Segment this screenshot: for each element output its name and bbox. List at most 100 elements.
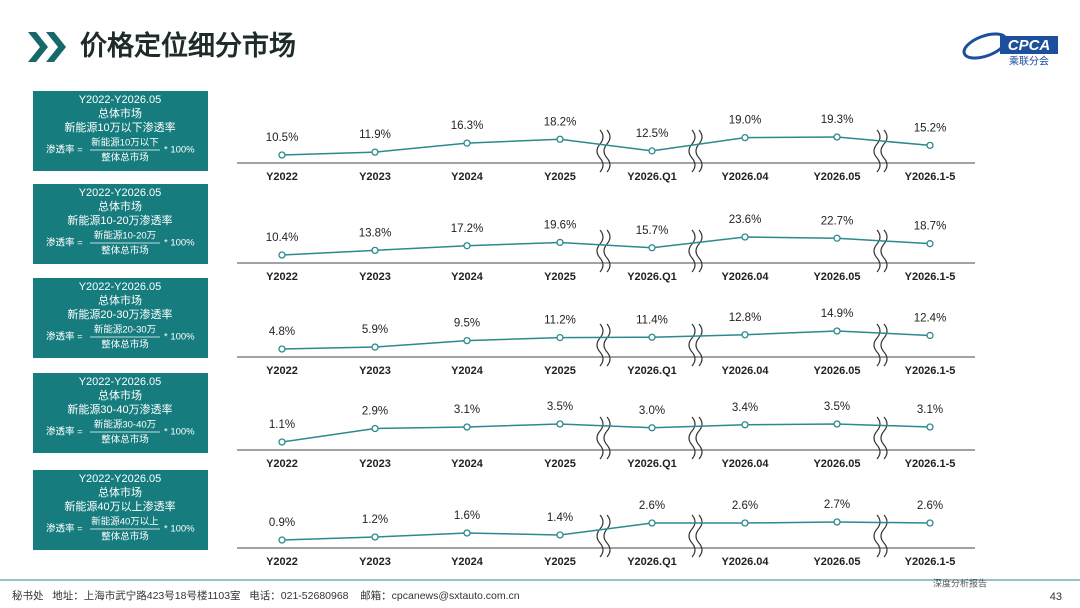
value-label: 10.4%: [266, 232, 299, 244]
x-tick-label: Y2024: [451, 271, 484, 283]
point: [371, 533, 379, 541]
value-label: 18.2%: [544, 116, 577, 128]
point: [556, 333, 564, 342]
point: [371, 343, 379, 351]
formula-left: 渗透率 =: [46, 523, 83, 535]
x-tick-label: Y2022: [266, 171, 298, 183]
point: [833, 327, 841, 335]
formula-denominator: 整体总市场: [101, 434, 149, 446]
series-line: [281, 521, 931, 541]
value-label: 1.6%: [454, 510, 480, 522]
point: [278, 151, 286, 159]
x-tick-label: Y2026.Q1: [627, 365, 677, 377]
point: [556, 238, 564, 247]
point: [278, 536, 286, 544]
x-tick-label: Y2026.1-5: [905, 271, 956, 283]
caption-box: [33, 373, 208, 453]
axis-break: [688, 229, 703, 273]
point: [741, 233, 749, 241]
x-tick-label: Y2026.Q1: [627, 171, 677, 183]
formula-numerator: 新能源30-40万: [94, 419, 156, 431]
caption-series: 新能源20-30万渗透率: [67, 307, 172, 321]
value-label: 16.3%: [451, 120, 484, 132]
caption-box: [33, 470, 208, 550]
caption-market: 总体市场: [98, 485, 142, 499]
x-tick-label: Y2024: [451, 171, 484, 183]
value-label: 15.2%: [914, 122, 947, 134]
x-tick-label: Y2023: [359, 271, 391, 283]
caption-market: 总体市场: [98, 106, 142, 120]
x-tick-label: Y2023: [359, 171, 391, 183]
point: [833, 133, 841, 141]
axis-break: [873, 323, 888, 367]
x-tick-label: Y2026.Q1: [627, 458, 677, 470]
x-tick-label: Y2023: [359, 458, 391, 470]
point: [648, 147, 656, 155]
value-label: 19.3%: [821, 114, 854, 126]
formula-numerator: 新能源40万以上: [91, 516, 159, 528]
x-tick-label: Y2025: [544, 556, 576, 568]
value-label: 2.6%: [917, 500, 943, 512]
series-line: [281, 136, 931, 156]
axis-break: [688, 129, 703, 173]
point: [463, 336, 471, 345]
value-label: 4.8%: [269, 326, 295, 338]
logo-bg: [1000, 36, 1058, 54]
axis-break: [596, 323, 611, 367]
value-label: 12.8%: [729, 312, 762, 324]
caption-series: 新能源10万以下渗透率: [64, 120, 175, 134]
formula-left: 渗透率 =: [46, 237, 83, 249]
x-tick-label: Y2023: [359, 365, 391, 377]
x-tick-label: Y2026.05: [813, 171, 860, 183]
point: [648, 333, 656, 341]
x-tick-label: Y2024: [451, 365, 484, 377]
caption-period: Y2022-Y2026.05: [79, 94, 162, 106]
point: [926, 519, 934, 527]
x-tick-label: Y2026.1-5: [905, 556, 956, 568]
x-tick-label: Y2026.Q1: [627, 556, 677, 568]
x-tick-label: Y2023: [359, 556, 391, 568]
value-label: 3.5%: [547, 401, 573, 413]
formula-left: 渗透率 =: [46, 426, 83, 438]
axis-break: [873, 129, 888, 173]
value-label: 2.6%: [732, 500, 758, 512]
caption-series: 新能源10-20万渗透率: [67, 213, 172, 227]
x-tick-label: Y2026.05: [813, 556, 860, 568]
point: [278, 345, 286, 353]
value-label: 2.7%: [824, 499, 850, 511]
value-label: 19.0%: [729, 115, 762, 127]
formula-denominator: 整体总市场: [101, 339, 149, 351]
point: [741, 133, 749, 142]
series-line: [281, 423, 931, 443]
caption-series: 新能源40万以上渗透率: [64, 499, 175, 513]
series-line: [281, 330, 931, 350]
formula-denominator: 整体总市场: [101, 152, 149, 164]
x-tick-label: Y2026.1-5: [905, 365, 956, 377]
x-tick-label: Y2026.05: [813, 271, 860, 283]
point: [926, 423, 934, 431]
x-tick-label: Y2022: [266, 458, 298, 470]
x-tick-label: Y2026.1-5: [905, 171, 956, 183]
value-label: 11.4%: [636, 314, 668, 326]
point: [926, 141, 934, 150]
point: [741, 519, 749, 527]
point: [556, 420, 564, 428]
series-line: [281, 236, 931, 256]
value-label: 22.7%: [821, 215, 854, 227]
value-label: 9.5%: [454, 318, 480, 330]
caption-series: 新能源30-40万渗透率: [67, 402, 172, 416]
caption-period: Y2022-Y2026.05: [79, 281, 162, 293]
caption-period: Y2022-Y2026.05: [79, 187, 162, 199]
footer-contact: 秘书处 地址：上海市武宁路423号18号楼1103室 电话：021-526809…: [12, 589, 520, 602]
slide-title: 价格定位细分市场: [80, 30, 296, 61]
x-tick-label: Y2026.05: [813, 458, 860, 470]
point: [463, 242, 471, 250]
formula-right: * 100%: [164, 524, 195, 535]
point: [463, 423, 471, 431]
value-label: 3.1%: [917, 404, 943, 416]
x-tick-label: Y2024: [451, 458, 484, 470]
x-tick-label: Y2025: [544, 271, 576, 283]
axis-break: [873, 416, 888, 460]
x-tick-label: Y2026.04: [721, 458, 769, 470]
x-tick-label: Y2025: [544, 458, 576, 470]
